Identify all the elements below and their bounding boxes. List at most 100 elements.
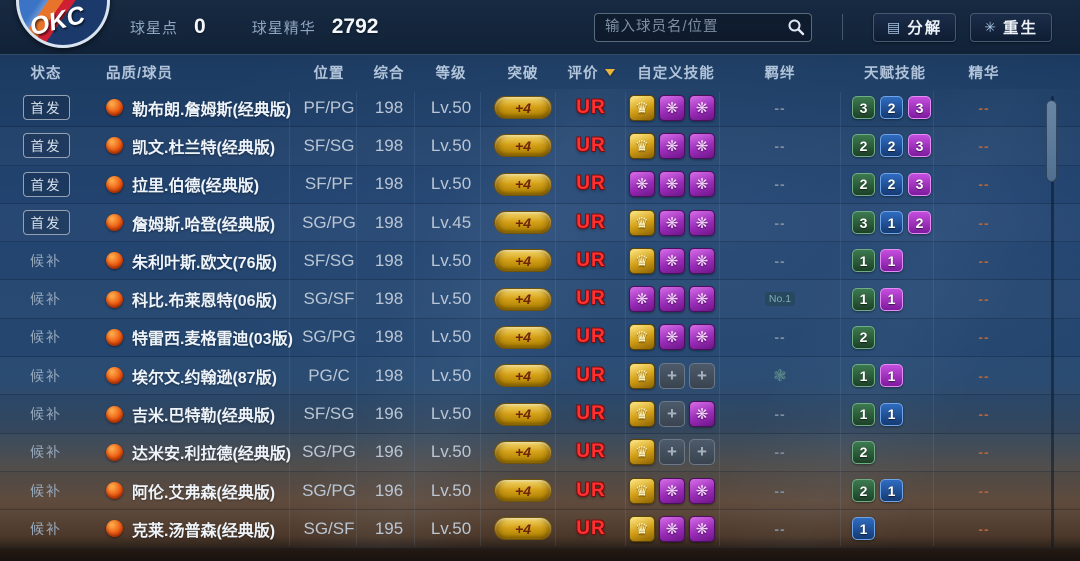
custom-skill-icon[interactable]: ❋: [629, 286, 655, 313]
empty-skill-slot[interactable]: +: [659, 401, 685, 428]
crown-skill-icon[interactable]: ♛: [629, 209, 655, 236]
crown-skill-icon[interactable]: ♛: [629, 247, 655, 274]
talent-badge[interactable]: 1: [880, 479, 903, 503]
crown-skill-icon[interactable]: ♛: [629, 324, 655, 351]
custom-skill-icon[interactable]: ❋: [659, 515, 685, 542]
player-row[interactable]: 候补 克莱.汤普森(经典版) SG/SF 195 Lv.50 +4 UR ♛ ❋ ❋ -- 1 --: [0, 510, 1080, 549]
custom-skill-icon[interactable]: ❋: [659, 477, 685, 504]
talent-skills-cell[interactable]: 2: [847, 434, 943, 471]
talent-badge[interactable]: 3: [908, 172, 931, 196]
talent-badge[interactable]: 2: [852, 134, 875, 158]
talent-skills-cell[interactable]: 1: [847, 510, 943, 547]
custom-skill-icon[interactable]: ❋: [659, 247, 685, 274]
custom-skills-cell[interactable]: ♛ ❋ ❋: [629, 127, 723, 164]
custom-skill-icon[interactable]: ❋: [689, 286, 715, 313]
crown-skill-icon[interactable]: ♛: [629, 439, 655, 466]
player-cell[interactable]: 凯文.杜兰特(经典版): [106, 127, 288, 164]
custom-skills-cell[interactable]: ❋ ❋ ❋: [629, 166, 723, 203]
player-cell[interactable]: 阿伦.艾弗森(经典版): [106, 472, 288, 509]
empty-skill-slot[interactable]: +: [659, 439, 685, 466]
player-row[interactable]: 候补 埃尔文.约翰逊(87版) PG/C 198 Lv.50 +4 UR ♛ + + ❃ 1 1 --: [0, 357, 1080, 396]
crown-skill-icon[interactable]: ♛: [629, 515, 655, 542]
player-cell[interactable]: 达米安.利拉德(经典版): [106, 434, 291, 471]
player-cell[interactable]: 拉里.伯德(经典版): [106, 166, 288, 203]
player-cell[interactable]: 特雷西.麦格雷迪(03版): [106, 319, 293, 356]
player-row[interactable]: 候补 达米安.利拉德(经典版) SG/PG 196 Lv.50 +4 UR ♛ + + -- 2 --: [0, 434, 1080, 472]
talent-badge[interactable]: 3: [908, 96, 931, 120]
scrollbar-track[interactable]: [1051, 96, 1054, 548]
player-cell[interactable]: 朱利叶斯.欧文(76版): [106, 242, 288, 279]
custom-skill-icon[interactable]: ❋: [689, 209, 715, 236]
scrollbar-thumb[interactable]: [1046, 100, 1057, 182]
custom-skill-icon[interactable]: ❋: [689, 324, 715, 351]
custom-skill-icon[interactable]: ❋: [689, 477, 715, 504]
custom-skill-icon[interactable]: ❋: [689, 247, 715, 274]
custom-skills-cell[interactable]: ♛ + +: [629, 357, 723, 394]
talent-badge[interactable]: 3: [908, 134, 931, 158]
custom-skill-icon[interactable]: ❋: [689, 132, 715, 159]
player-cell[interactable]: 吉米.巴特勒(经典版): [106, 395, 288, 432]
player-cell[interactable]: 埃尔文.约翰逊(87版): [106, 357, 288, 394]
custom-skill-icon[interactable]: ❋: [689, 401, 715, 428]
talent-badge[interactable]: 3: [852, 211, 875, 235]
custom-skills-cell[interactable]: ♛ + ❋: [629, 395, 723, 432]
talent-badge[interactable]: 1: [852, 249, 875, 273]
custom-skill-icon[interactable]: ❋: [659, 286, 685, 313]
crown-skill-icon[interactable]: ♛: [629, 94, 655, 121]
talent-badge[interactable]: 2: [880, 172, 903, 196]
custom-skill-icon[interactable]: ❋: [659, 94, 685, 121]
search-input[interactable]: [594, 12, 812, 42]
player-cell[interactable]: 克莱.汤普森(经典版): [106, 510, 288, 547]
player-cell[interactable]: 詹姆斯.哈登(经典版): [106, 204, 288, 241]
empty-skill-slot[interactable]: +: [659, 362, 685, 389]
player-row[interactable]: 首发 詹姆斯.哈登(经典版) SG/PG 198 Lv.45 +4 UR ♛ ❋ ❋ -- 3 1 2 --: [0, 204, 1080, 243]
search-icon[interactable]: [787, 18, 805, 36]
talent-badge[interactable]: 2: [908, 211, 931, 235]
talent-badge[interactable]: 2: [852, 479, 875, 503]
player-cell[interactable]: 勒布朗.詹姆斯(经典版): [106, 89, 291, 126]
rebirth-button[interactable]: ✳ 重生: [970, 12, 1052, 42]
decompose-button[interactable]: ▤ 分解: [873, 12, 957, 42]
custom-skills-cell[interactable]: ♛ ❋ ❋: [629, 319, 723, 356]
custom-skills-cell[interactable]: ❋ ❋ ❋: [629, 280, 723, 317]
custom-skill-icon[interactable]: ❋: [659, 132, 685, 159]
player-search[interactable]: [594, 12, 812, 42]
custom-skill-icon[interactable]: ❋: [659, 209, 685, 236]
player-row[interactable]: 候补 科比.布莱恩特(06版) SG/SF 198 Lv.50 +4 UR ❋ ❋ ❋ No.1 1 1…: [0, 280, 1080, 319]
talent-badge[interactable]: 1: [852, 402, 875, 426]
crown-skill-icon[interactable]: ♛: [629, 362, 655, 389]
player-row[interactable]: 首发 凯文.杜兰特(经典版) SF/SG 198 Lv.50 +4 UR ♛ ❋ ❋ -- 2 2 3 --: [0, 127, 1080, 166]
talent-badge[interactable]: 2: [880, 96, 903, 120]
header-rating-sort[interactable]: 评价: [560, 55, 622, 89]
custom-skills-cell[interactable]: ♛ ❋ ❋: [629, 472, 723, 509]
crown-skill-icon[interactable]: ♛: [629, 132, 655, 159]
talent-badge[interactable]: 2: [880, 134, 903, 158]
custom-skill-icon[interactable]: ❋: [659, 171, 685, 198]
talent-badge[interactable]: 1: [852, 517, 875, 541]
custom-skills-cell[interactable]: ♛ ❋ ❋: [629, 89, 723, 126]
talent-badge[interactable]: 1: [880, 287, 903, 311]
custom-skill-icon[interactable]: ❋: [629, 171, 655, 198]
empty-skill-slot[interactable]: +: [689, 362, 715, 389]
custom-skill-icon[interactable]: ❋: [689, 171, 715, 198]
empty-skill-slot[interactable]: +: [689, 439, 715, 466]
talent-badge[interactable]: 1: [852, 287, 875, 311]
talent-badge[interactable]: 2: [852, 172, 875, 196]
player-row[interactable]: 首发 拉里.伯德(经典版) SF/PF 198 Lv.50 +4 UR ❋ ❋ ❋ -- 2 2 3 --: [0, 166, 1080, 204]
player-row[interactable]: 候补 特雷西.麦格雷迪(03版) SG/PG 198 Lv.50 +4 UR ♛ ❋ ❋ -- 2 --: [0, 319, 1080, 358]
custom-skills-cell[interactable]: ♛ + +: [629, 434, 723, 471]
player-row[interactable]: 候补 吉米.巴特勒(经典版) SF/SG 196 Lv.50 +4 UR ♛ + ❋ -- 1 1 --: [0, 395, 1080, 434]
talent-badge[interactable]: 1: [880, 364, 903, 388]
player-row[interactable]: 候补 阿伦.艾弗森(经典版) SG/PG 196 Lv.50 +4 UR ♛ ❋ ❋ -- 2 1 --: [0, 472, 1080, 511]
crown-skill-icon[interactable]: ♛: [629, 477, 655, 504]
talent-badge[interactable]: 2: [852, 440, 875, 464]
player-row[interactable]: 候补 朱利叶斯.欧文(76版) SF/SG 198 Lv.50 +4 UR ♛ ❋ ❋ -- 1 1 --: [0, 242, 1080, 281]
talent-badge[interactable]: 1: [880, 211, 903, 235]
